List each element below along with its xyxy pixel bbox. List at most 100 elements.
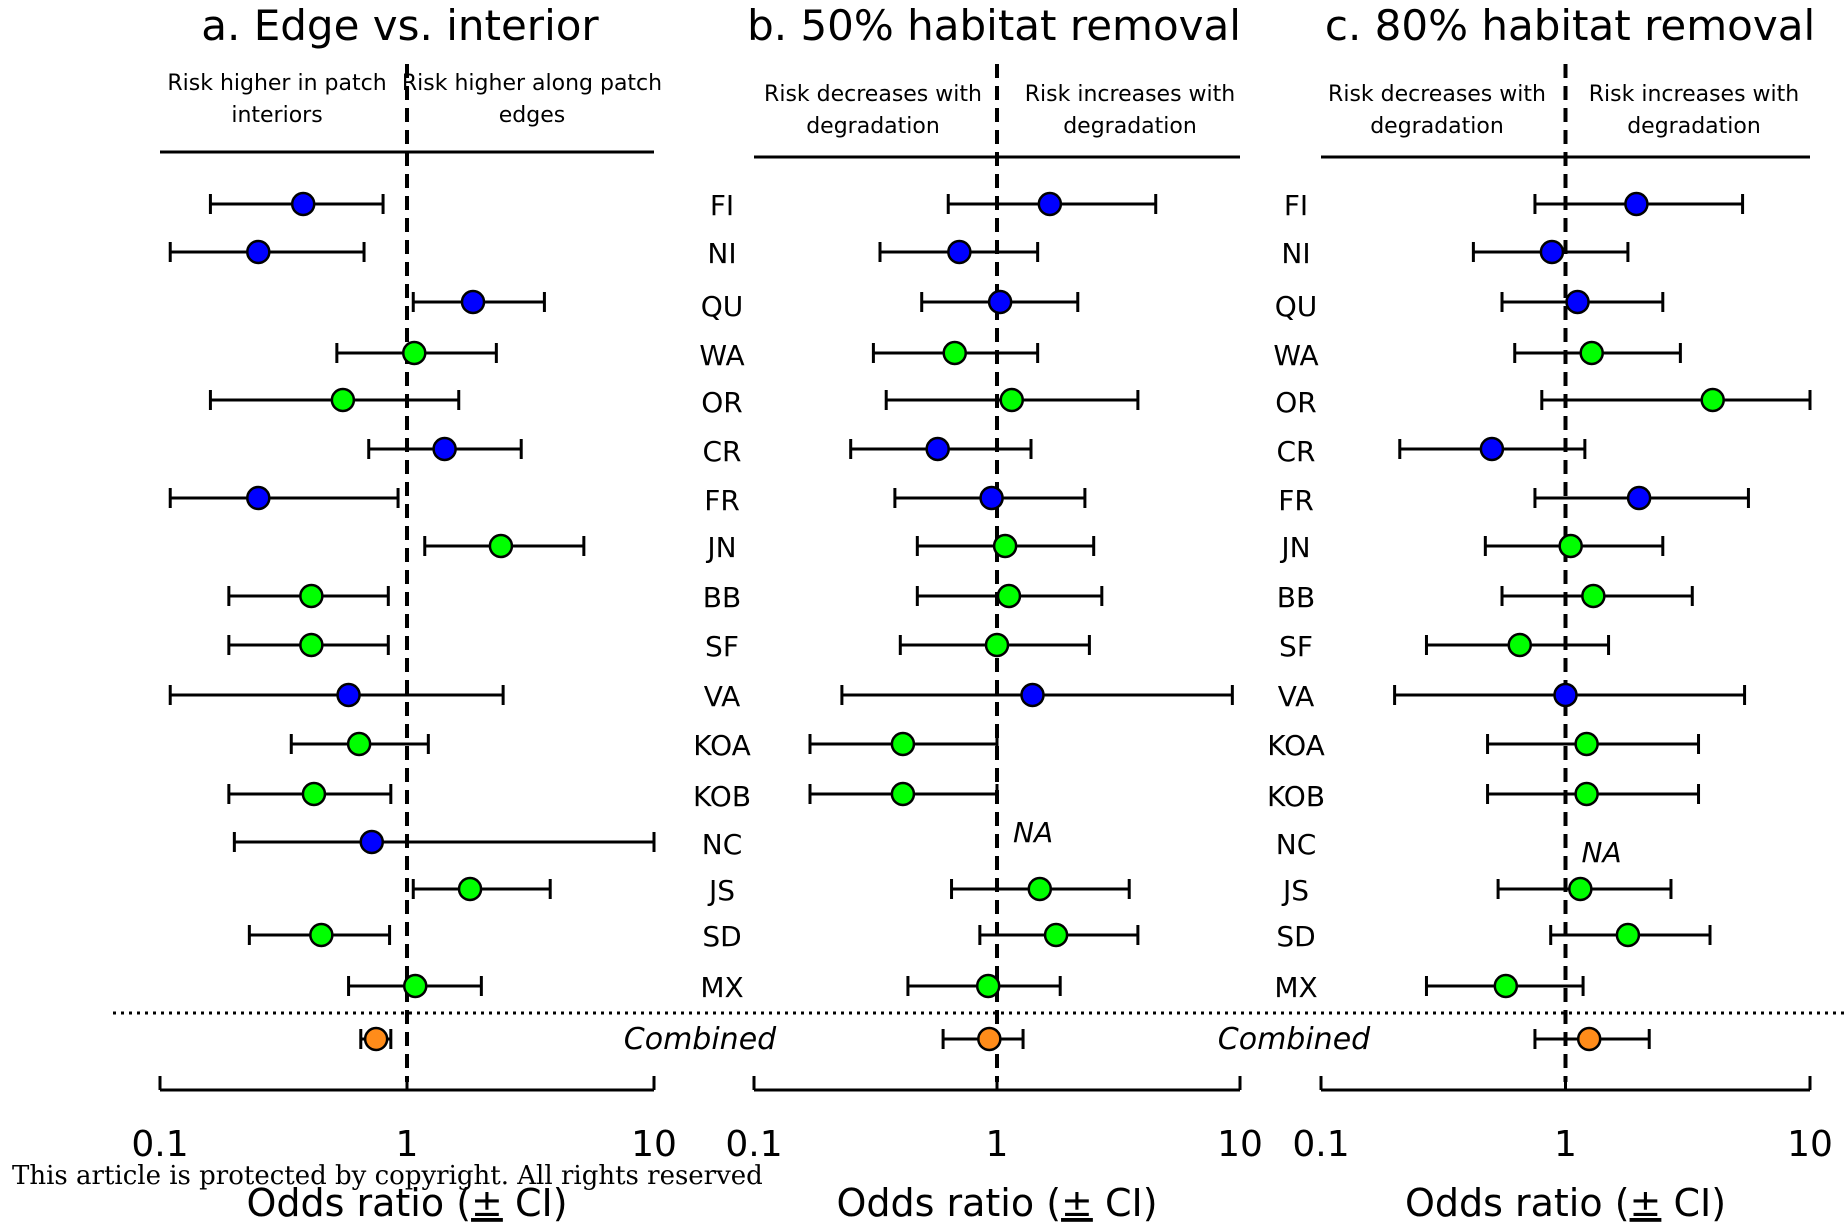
point-or	[999, 387, 1024, 413]
site-label-js: JS	[707, 874, 735, 907]
point-fr	[246, 485, 271, 511]
site-label-ni: NI	[1281, 237, 1310, 270]
site-label-koa: KOA	[1267, 729, 1325, 762]
x-tick-label: 1	[1554, 1124, 1577, 1165]
site-label-cr: CR	[702, 435, 741, 468]
combined-point	[363, 1026, 389, 1052]
site-label-kob: KOB	[693, 780, 751, 813]
site-label-sd: SD	[702, 920, 741, 953]
point-fi	[290, 191, 316, 217]
point-qu	[1565, 289, 1590, 315]
point-kob	[301, 781, 327, 807]
point-or	[1700, 387, 1725, 413]
point-qu	[460, 289, 486, 315]
site-label-koa: KOA	[693, 729, 751, 762]
site-label-nc: NC	[1276, 828, 1317, 861]
site-label-fr: FR	[1278, 484, 1314, 517]
point-ni	[246, 239, 271, 265]
point-va	[1020, 682, 1045, 708]
point-sf	[1507, 632, 1533, 658]
x-axis-label: Odds ratio (± CI)	[836, 1181, 1157, 1225]
point-cr	[432, 436, 457, 462]
point-wa	[402, 340, 427, 366]
site-label-wa: WA	[1273, 339, 1318, 372]
right-direction-label: Risk higher along patch edges	[402, 71, 662, 128]
point-kob	[890, 781, 916, 807]
x-axis-label: Odds ratio (± CI)	[1405, 1181, 1726, 1225]
site-label-sf: SF	[705, 630, 739, 663]
point-va	[1553, 682, 1578, 708]
x-tick-label: 1	[396, 1124, 419, 1165]
point-jn	[1558, 533, 1583, 559]
point-bb	[299, 583, 324, 609]
site-label-fi: FI	[710, 189, 734, 222]
combined-point	[1576, 1026, 1602, 1052]
panel-c: c. 80% habitat removal Risk decreases wit…	[1218, 1, 1833, 1225]
site-label-va: VA	[704, 680, 741, 713]
x-tick-label: 10	[1787, 1124, 1833, 1165]
point-ni	[1539, 239, 1565, 265]
copyright-notice: This article is protected by copyright. …	[12, 1161, 763, 1191]
point-js	[1568, 876, 1593, 902]
panel-a: a. Edge vs. interior Risk higher in patch…	[131, 1, 751, 1225]
point-ni	[947, 239, 972, 265]
point-mx	[403, 973, 428, 999]
x-tick-label: 0.1	[1292, 1124, 1349, 1165]
point-sf	[984, 632, 1010, 658]
site-label-wa: WA	[699, 339, 744, 372]
point-sf	[299, 632, 324, 658]
left-direction-label: Risk higher in patch interiors	[167, 71, 386, 128]
point-koa	[346, 731, 372, 757]
panel-b: b. 50% habitat removal Risk decreases wit…	[624, 1, 1325, 1225]
point-fi	[1037, 191, 1063, 217]
x-axis-label: Odds ratio (± CI)	[246, 1181, 567, 1225]
site-label-sf: SF	[1279, 630, 1313, 663]
point-wa	[1579, 340, 1604, 366]
point-cr	[925, 436, 950, 462]
combined-point	[977, 1026, 1002, 1052]
site-label-jn: JN	[1279, 531, 1310, 564]
site-label-mx: MX	[700, 971, 743, 1004]
site-label-ni: NI	[707, 237, 736, 270]
point-js	[1027, 876, 1053, 902]
combined-label: Combined	[624, 1022, 777, 1057]
site-label-qu: QU	[701, 290, 744, 323]
point-sd	[1043, 922, 1069, 948]
site-label-kob: KOB	[1267, 780, 1325, 813]
site-label-fi: FI	[1284, 189, 1308, 222]
site-label-qu: QU	[1275, 290, 1318, 323]
point-bb	[996, 583, 1022, 609]
point-koa	[890, 731, 916, 757]
point-sd	[1615, 922, 1641, 948]
point-fr	[979, 485, 1004, 511]
na-label: NA	[1013, 816, 1053, 849]
site-label-or: OR	[1275, 386, 1317, 419]
point-bb	[1581, 583, 1606, 609]
na-label: NA	[1582, 836, 1622, 869]
site-label-jn: JN	[705, 531, 736, 564]
x-tick-label: 10	[1217, 1124, 1263, 1165]
x-tick-label: 0.1	[725, 1124, 782, 1165]
site-label-va: VA	[1278, 680, 1315, 713]
right-direction-label: Risk increases with degradation	[1025, 82, 1235, 139]
site-label-js: JS	[1281, 874, 1309, 907]
x-tick-label: 10	[631, 1124, 677, 1165]
site-label-fr: FR	[704, 484, 740, 517]
site-label-nc: NC	[702, 828, 743, 861]
point-or	[330, 387, 356, 413]
point-jn	[992, 533, 1018, 559]
point-cr	[1479, 436, 1505, 462]
x-tick-label: 1	[986, 1124, 1009, 1165]
point-fr	[1626, 485, 1652, 511]
combined-label: Combined	[1218, 1022, 1371, 1057]
site-label-bb: BB	[1277, 581, 1315, 614]
panel-title: a. Edge vs. interior	[201, 1, 599, 50]
site-label-bb: BB	[703, 581, 741, 614]
site-label-cr: CR	[1276, 435, 1315, 468]
point-jn	[488, 533, 514, 559]
point-qu	[987, 289, 1013, 315]
site-label-or: OR	[701, 386, 743, 419]
point-va	[336, 682, 361, 708]
point-kob	[1574, 781, 1599, 807]
